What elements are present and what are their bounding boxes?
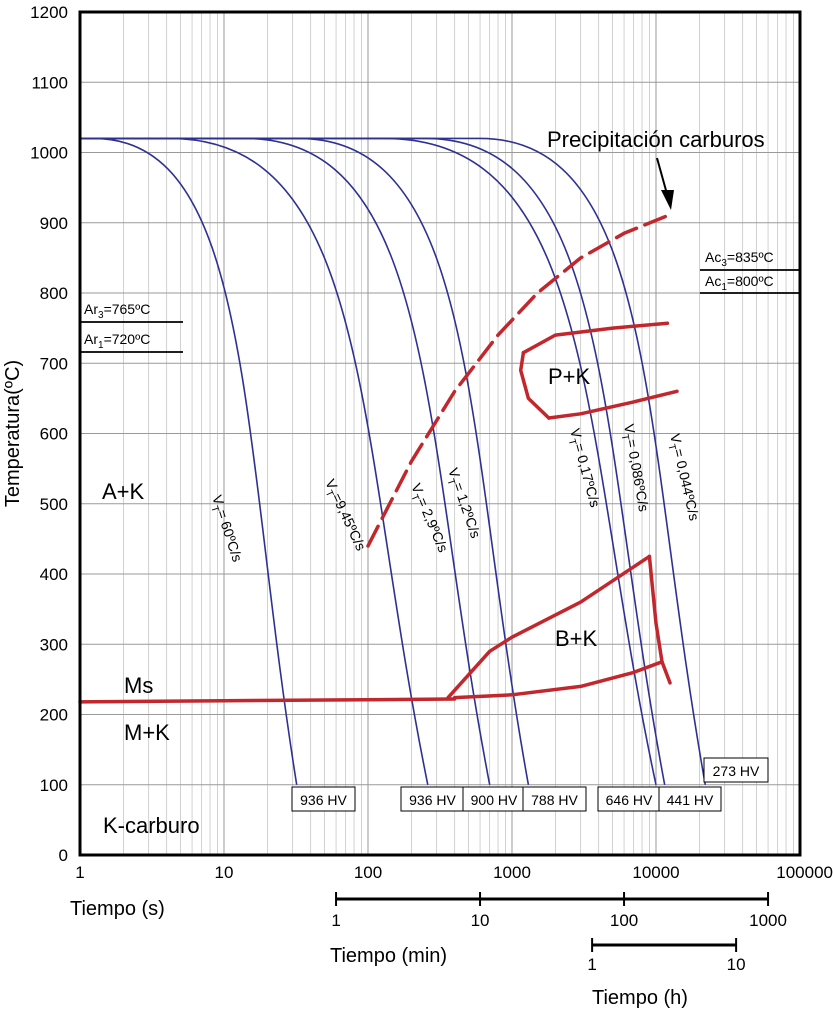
x-tick-label: 100 bbox=[354, 863, 382, 882]
ar1-label: Ar1=720ºC bbox=[84, 331, 150, 351]
hours-axis: 1 10 Tiempo (h) bbox=[587, 938, 746, 1009]
region-labels: A+K P+K B+K Ms M+K K-carburo bbox=[102, 364, 598, 838]
minutes-tick-label: 10 bbox=[471, 911, 490, 930]
hardness-box bbox=[462, 786, 526, 812]
y-tick-label: 200 bbox=[40, 706, 68, 725]
precipitation-annotation: Precipitación carburos bbox=[547, 127, 765, 152]
cooling-curve bbox=[80, 137, 666, 785]
bainite-end-line bbox=[647, 554, 672, 685]
minutes-tick-label: 1 bbox=[331, 911, 340, 930]
cooling-rate-labels: VT= 60ºC/sVT=9,45ºC/sVT= 2,9ºC/sVT= 1,2º… bbox=[208, 423, 702, 564]
hours-tick-label: 10 bbox=[727, 955, 746, 974]
region-label-ms: Ms bbox=[124, 673, 153, 698]
minutes-tick-label: 1000 bbox=[749, 911, 787, 930]
y-tick-label: 1000 bbox=[30, 144, 68, 163]
hardness-label: 936 HV bbox=[300, 792, 347, 808]
hardness-box bbox=[291, 786, 356, 812]
cooling-curve bbox=[80, 137, 657, 785]
cooling-curve bbox=[80, 137, 707, 785]
y-tick-label: 400 bbox=[40, 565, 68, 584]
hardness-box bbox=[400, 786, 465, 812]
y-tick-label: 700 bbox=[40, 354, 68, 373]
region-label-p-k: P+K bbox=[548, 364, 591, 389]
y-tick-label: 0 bbox=[59, 846, 68, 865]
cooling-curve bbox=[80, 137, 530, 785]
region-label-a-k: A+K bbox=[102, 479, 145, 504]
y-tick-label: 800 bbox=[40, 284, 68, 303]
minutes-axis-title: Tiempo (min) bbox=[330, 945, 447, 967]
pearlite-nose-line bbox=[518, 350, 551, 420]
minutes-tick-label: 100 bbox=[610, 911, 638, 930]
pearlite-start-line bbox=[521, 321, 670, 355]
y-tick-labels: 0 100 200 300 400 500 600 700 800 900 1000 1100 1200… bbox=[2, 3, 68, 865]
annotation-arrow-shaft bbox=[656, 157, 668, 195]
region-label-k-carburo: K-carburo bbox=[103, 813, 200, 838]
x-tick-label: 1 bbox=[75, 863, 84, 882]
hardness-labels: 936 HV 936 HV 900 HV 788 HV 646 HV 441 HV 273 … bbox=[291, 757, 769, 812]
hardness-box bbox=[658, 786, 722, 812]
hardness-label: 936 HV bbox=[409, 792, 456, 808]
cooling-rate-label: VT= 0,086ºC/s bbox=[617, 423, 652, 514]
cooling-rate-label: VT= 0,17ºC/s bbox=[563, 427, 603, 510]
x-tick-label: 10000 bbox=[632, 863, 679, 882]
ac1-label: Ac1=800ºC bbox=[705, 273, 774, 293]
cooling-curve bbox=[80, 137, 491, 785]
plot-frame bbox=[78, 10, 802, 857]
hardness-label: 441 HV bbox=[667, 792, 714, 808]
hours-axis-title: Tiempo (h) bbox=[592, 987, 688, 1009]
y-tick-label: 600 bbox=[40, 425, 68, 444]
y-tick-label: 300 bbox=[40, 635, 68, 654]
hardness-label: 646 HV bbox=[606, 792, 653, 808]
region-label-b-k: B+K bbox=[555, 626, 598, 651]
transformation-lines bbox=[78, 213, 679, 704]
y-tick-label: 1200 bbox=[30, 3, 68, 22]
hardness-label: 900 HV bbox=[471, 792, 518, 808]
hardness-box bbox=[703, 757, 769, 783]
bainite-finish-line bbox=[452, 660, 664, 700]
x-tick-label: 100000 bbox=[776, 863, 833, 882]
y-tick-label: 900 bbox=[40, 214, 68, 233]
ac3-label: Ac3=835ºC bbox=[705, 249, 774, 269]
annotation-arrow-head bbox=[661, 190, 674, 210]
annotation: Precipitación carburos bbox=[547, 127, 765, 210]
ms-line bbox=[78, 697, 457, 704]
bainite-start-line bbox=[446, 554, 652, 700]
cooling-curve bbox=[80, 137, 429, 785]
cooling-curve bbox=[80, 137, 298, 785]
x-tick-labels: 1 10 100 1000 10000 100000 Tiempo (s) bbox=[70, 863, 833, 920]
region-label-m-k: M+K bbox=[124, 720, 170, 745]
cooling-curves bbox=[80, 137, 707, 785]
x-axis-title-seconds: Tiempo (s) bbox=[70, 898, 165, 920]
y-tick-label: 100 bbox=[40, 776, 68, 795]
pearlite-finish-line bbox=[547, 389, 679, 420]
x-tick-label: 10 bbox=[215, 863, 234, 882]
critical-temperatures: Ar3=765ºC Ar1=720ºC Ac3=835ºC Ac1=800ºC bbox=[81, 249, 800, 353]
y-tick-label: 500 bbox=[40, 495, 68, 514]
cooling-rate-label: VT= 0,044ºC/s bbox=[663, 432, 702, 523]
carbide-precipitation-line bbox=[366, 213, 670, 548]
y-axis-title: Temperatura(ºC) bbox=[2, 360, 24, 507]
x-tick-label: 1000 bbox=[493, 863, 531, 882]
hardness-box bbox=[522, 786, 587, 812]
hardness-label: 273 HV bbox=[713, 763, 760, 779]
minutes-axis: 1 10 100 1000 Tiempo (min) bbox=[330, 892, 787, 967]
ar3-label: Ar3=765ºC bbox=[84, 301, 150, 321]
hardness-label: 788 HV bbox=[531, 792, 578, 808]
hours-tick-label: 1 bbox=[587, 955, 596, 974]
y-tick-label: 1100 bbox=[31, 73, 68, 92]
